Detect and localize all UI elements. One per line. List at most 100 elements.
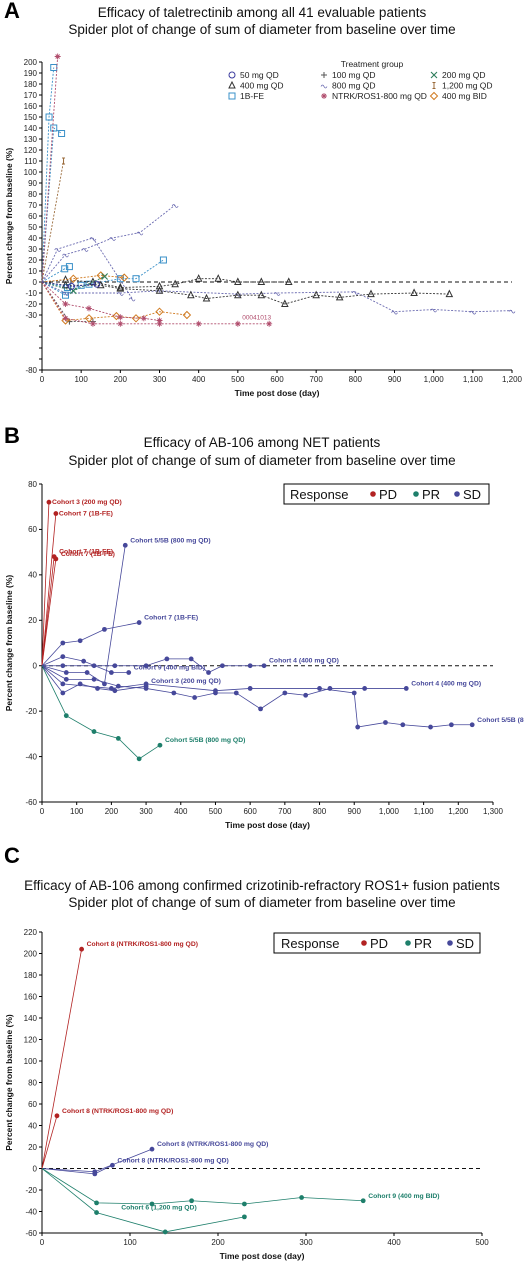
series-line [41,274,125,283]
data-point [321,72,327,78]
data-point [234,290,242,299]
legend-label: SD [463,487,481,502]
data-point [159,256,167,264]
series-line [41,502,50,666]
data-point [189,1198,195,1204]
data-point [171,690,177,696]
data-point [351,291,359,295]
series-annotation: Cohort 8 (NTRK/ROS1-800 mg QD) [117,1157,228,1164]
data-point [247,663,253,669]
y-tick-label: 40 [28,234,37,243]
y-tick-label: 220 [24,928,38,937]
data-point [117,314,124,321]
data-series [41,281,85,299]
data-point [400,722,406,728]
data-point [53,556,59,562]
x-axis-label: Time post dose (day) [235,388,320,398]
y-tick-label: 40 [28,571,37,580]
x-tick-label: 300 [299,1238,313,1247]
data-series [41,620,142,666]
data-point [320,84,328,89]
data-point [355,724,361,730]
data-point [187,290,195,299]
legend-entry: 50 mg QD [228,70,279,80]
series-line [41,665,161,760]
legend-marker [454,491,460,497]
data-point [171,279,179,288]
y-tick-label: 160 [24,992,38,1001]
x-tick-label: 300 [153,375,167,384]
data-point [93,280,101,288]
data-point [117,320,124,327]
data-series [41,1168,247,1235]
data-point [120,273,129,282]
y-tick-label: -10 [25,289,37,298]
data-point [79,946,84,952]
data-point [234,320,241,327]
legend-label: PD [370,936,388,951]
data-point [112,688,118,694]
legend-entry: 1,200 mg QD [432,81,493,91]
data-point [60,640,66,646]
y-tick-label: -20 [25,707,37,716]
y-tick-label: 170 [24,91,38,100]
y-tick-label: 130 [24,135,38,144]
data-series [41,946,84,1169]
data-series [41,511,59,666]
data-point [132,275,140,283]
chart-a-svg: 0 100 200 300 400 500 600 700 800 900 1,000 1,100 1,… [4,53,523,398]
data-point [182,310,192,320]
series-annotation: Cohort 5/5B (800 mg QD) [165,737,245,744]
chart-title: Efficacy of AB-106 among confirmed crizo… [24,878,500,893]
data-point [214,274,223,282]
data-point [89,277,97,285]
data-point [156,317,163,324]
legend-title: Response [281,936,340,951]
data-series [41,281,273,327]
data-point [233,690,239,696]
data-point [410,288,418,296]
data-series [41,1162,115,1177]
data-point [228,80,236,89]
series-annotation: Cohort 7 (1B-FE) [144,615,198,622]
y-tick-label: 0 [33,662,38,671]
data-point [257,277,266,285]
data-point [391,310,398,315]
legend-label: SD [456,936,474,951]
data-series [42,656,267,675]
legend-box [283,483,490,505]
y-tick-label: 40 [28,1121,37,1130]
x-tick-label: 1,000 [424,375,445,384]
x-tick-label: 800 [313,807,327,816]
data-point [155,281,164,290]
x-tick-label: 1,200 [502,375,523,384]
data-point [228,92,236,100]
series-line [41,949,82,1169]
data-point [53,511,59,516]
data-point [62,253,69,258]
data-point [143,663,149,669]
data-point [282,690,288,696]
series-line [41,56,59,283]
data-point [312,290,320,299]
data-point [54,1113,60,1119]
data-point [109,237,116,241]
y-tick-label: 90 [28,179,37,188]
x-tick-label: 400 [387,1238,401,1247]
data-point [469,310,477,315]
y-tick-label: 200 [24,58,38,67]
panel-b: B Efficacy of AB-106 among NET patients … [0,423,524,835]
data-point [46,499,52,505]
data-series [41,654,132,675]
series-line [41,281,450,305]
data-point [155,307,164,316]
x-tick-label: 0 [40,807,45,816]
data-point [60,654,66,660]
data-point [63,670,69,675]
data-series [41,157,66,283]
data-point [91,729,97,734]
series-line [41,1168,245,1233]
y-tick-label: 190 [24,69,38,78]
y-tick-label: 80 [28,480,37,489]
series-annotation: Cohort 9 (400 mg BID) [368,1193,439,1200]
